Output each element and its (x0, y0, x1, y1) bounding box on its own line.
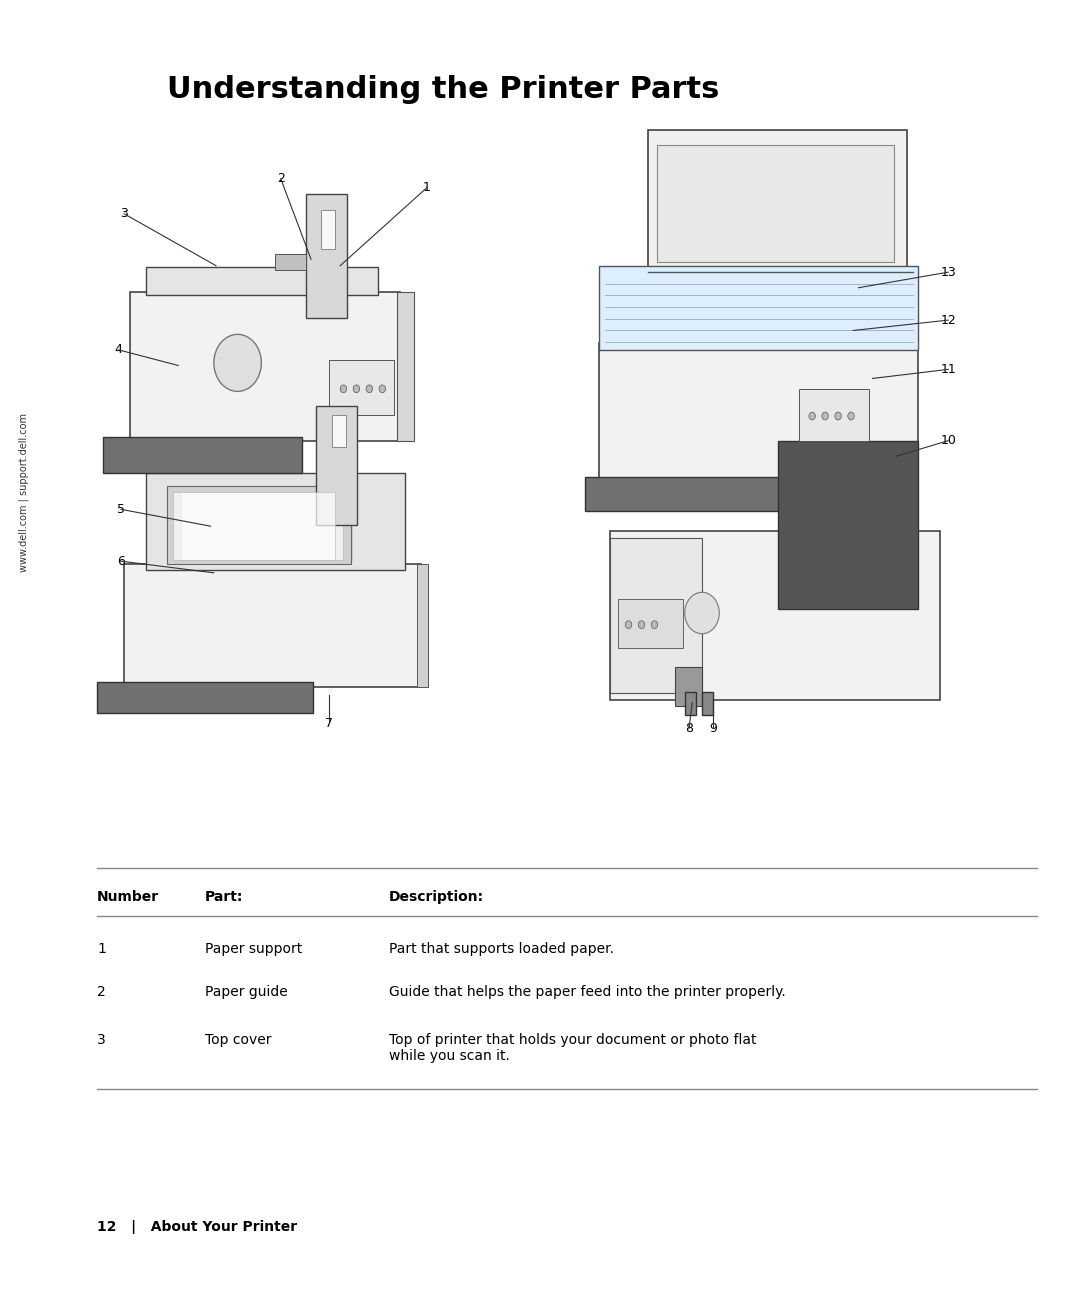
Text: 1: 1 (97, 942, 106, 956)
Circle shape (848, 412, 854, 420)
FancyBboxPatch shape (167, 486, 351, 564)
Text: www.dell.com | support.dell.com: www.dell.com | support.dell.com (18, 413, 29, 572)
Text: 2: 2 (276, 172, 285, 185)
FancyBboxPatch shape (778, 441, 918, 609)
Text: Understanding the Printer Parts: Understanding the Printer Parts (167, 75, 719, 104)
FancyBboxPatch shape (275, 254, 306, 270)
FancyBboxPatch shape (146, 267, 378, 295)
Text: 12   |   About Your Printer: 12 | About Your Printer (97, 1220, 297, 1234)
Text: 8: 8 (685, 722, 693, 735)
Text: 4: 4 (114, 343, 123, 356)
FancyBboxPatch shape (417, 564, 428, 687)
FancyBboxPatch shape (173, 492, 335, 560)
FancyBboxPatch shape (397, 292, 414, 441)
Text: 3: 3 (120, 207, 129, 220)
Text: 10: 10 (941, 434, 956, 447)
Text: 11: 11 (941, 363, 956, 376)
FancyBboxPatch shape (702, 692, 713, 715)
Text: Paper guide: Paper guide (205, 985, 288, 999)
Circle shape (651, 621, 658, 629)
FancyBboxPatch shape (675, 667, 702, 706)
Text: Guide that helps the paper feed into the printer properly.: Guide that helps the paper feed into the… (389, 985, 785, 999)
Polygon shape (648, 130, 907, 272)
Text: 9: 9 (708, 722, 717, 735)
Circle shape (822, 412, 828, 420)
FancyBboxPatch shape (316, 406, 357, 525)
FancyBboxPatch shape (103, 437, 302, 473)
Circle shape (366, 385, 373, 393)
Circle shape (214, 334, 261, 391)
FancyBboxPatch shape (97, 682, 313, 713)
FancyBboxPatch shape (332, 415, 346, 447)
FancyBboxPatch shape (321, 210, 335, 249)
Text: Top of printer that holds your document or photo flat
while you scan it.: Top of printer that holds your document … (389, 1033, 756, 1063)
Text: Description:: Description: (389, 890, 484, 905)
Text: Top cover: Top cover (205, 1033, 272, 1047)
FancyBboxPatch shape (190, 492, 352, 560)
Circle shape (353, 385, 360, 393)
FancyBboxPatch shape (599, 266, 918, 350)
Text: 3: 3 (97, 1033, 106, 1047)
FancyBboxPatch shape (585, 477, 785, 511)
FancyBboxPatch shape (685, 692, 696, 715)
FancyBboxPatch shape (657, 145, 894, 262)
FancyBboxPatch shape (610, 538, 702, 693)
Circle shape (638, 621, 645, 629)
Text: 2: 2 (97, 985, 106, 999)
FancyBboxPatch shape (181, 492, 343, 560)
FancyBboxPatch shape (130, 292, 400, 441)
Text: 13: 13 (941, 266, 956, 279)
Circle shape (809, 412, 815, 420)
Text: Part that supports loaded paper.: Part that supports loaded paper. (389, 942, 613, 956)
FancyBboxPatch shape (146, 473, 405, 570)
Text: 12: 12 (941, 314, 956, 327)
FancyBboxPatch shape (618, 599, 683, 648)
FancyBboxPatch shape (124, 564, 421, 687)
Text: 1: 1 (422, 181, 431, 194)
FancyBboxPatch shape (306, 194, 347, 318)
Circle shape (685, 592, 719, 634)
FancyBboxPatch shape (329, 360, 394, 415)
Text: Paper support: Paper support (205, 942, 302, 956)
Text: Number: Number (97, 890, 160, 905)
Circle shape (340, 385, 347, 393)
FancyBboxPatch shape (599, 343, 918, 480)
Circle shape (835, 412, 841, 420)
FancyBboxPatch shape (799, 389, 869, 441)
Circle shape (379, 385, 386, 393)
FancyBboxPatch shape (610, 531, 940, 700)
Text: Part:: Part: (205, 890, 244, 905)
Circle shape (625, 621, 632, 629)
Text: 5: 5 (117, 503, 125, 516)
Text: 6: 6 (117, 555, 125, 568)
Text: 7: 7 (325, 717, 334, 730)
